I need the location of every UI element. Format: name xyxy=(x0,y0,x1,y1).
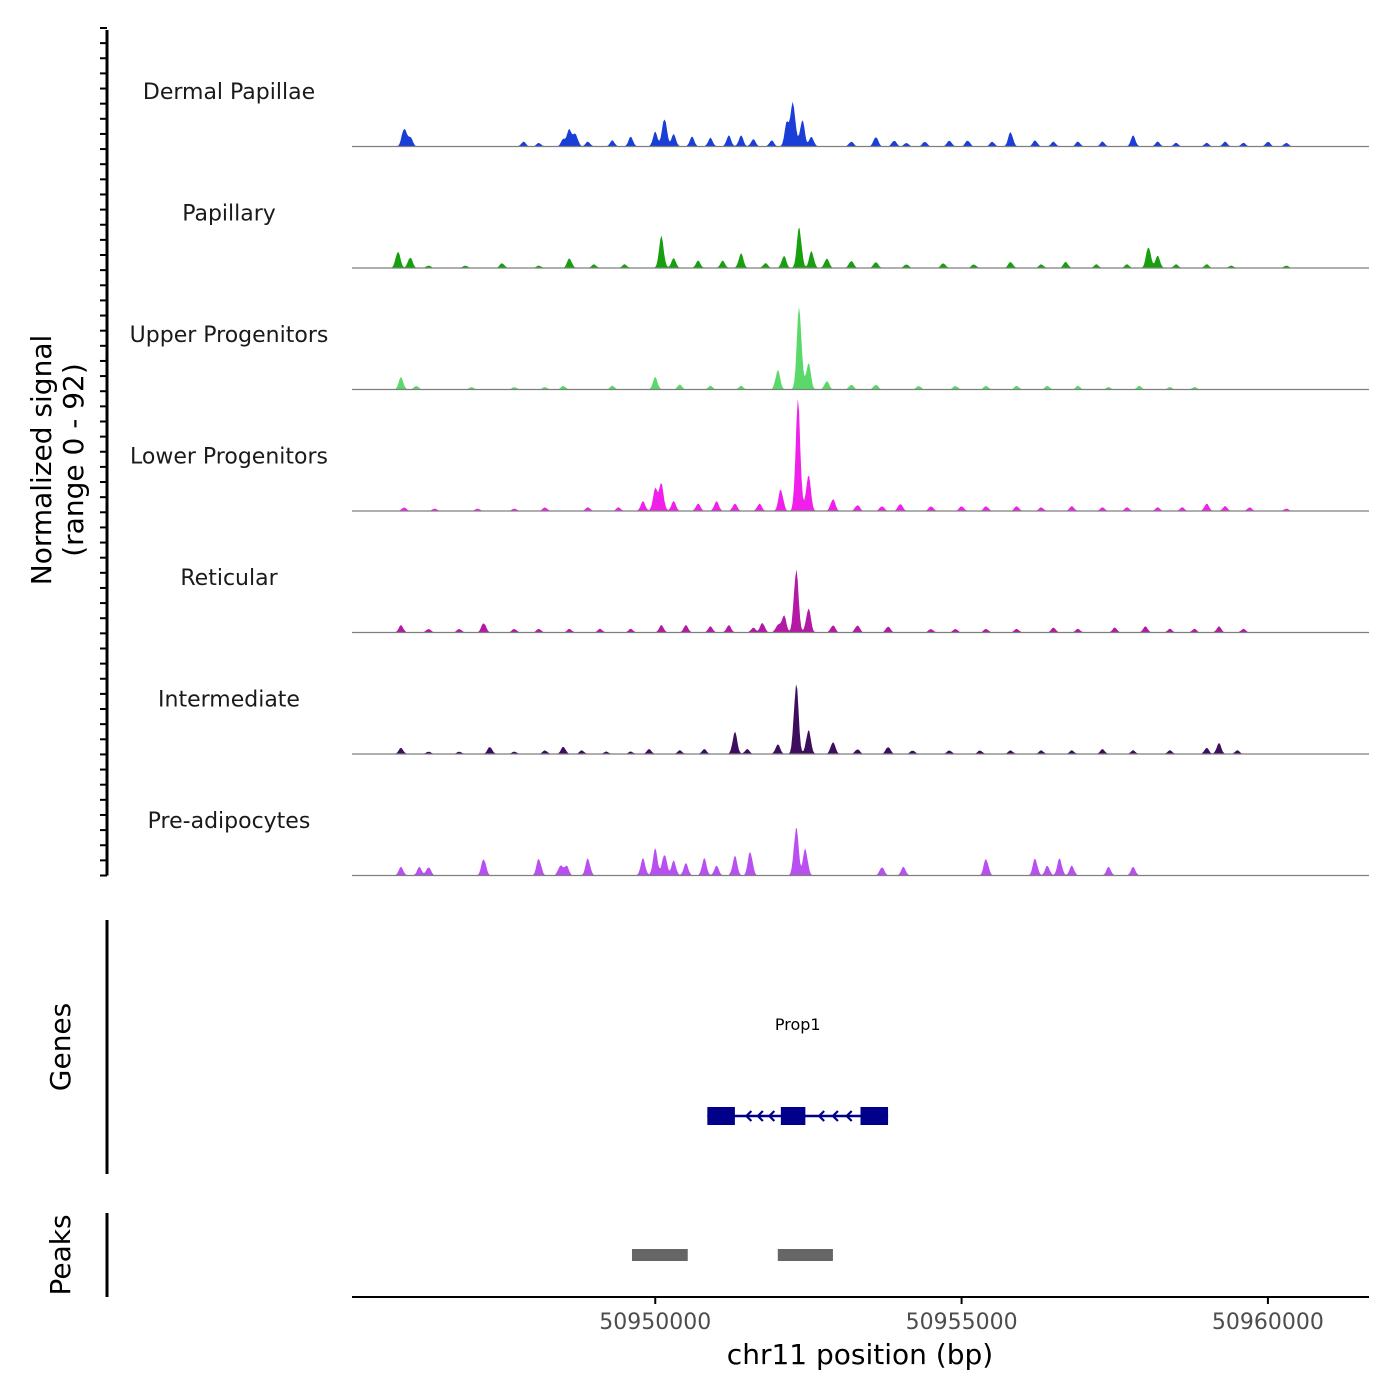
track-label: Dermal Papillae xyxy=(143,80,315,105)
gene-label: Prop1 xyxy=(775,1015,821,1034)
track-label: Upper Progenitors xyxy=(130,323,329,348)
coverage-tracks: Dermal Papillae Papillary Upper Progenitor… xyxy=(130,80,1369,877)
strand-arrow xyxy=(831,1110,839,1122)
track-lower-progenitors: Lower Progenitors xyxy=(130,398,1369,512)
strand-arrow xyxy=(744,1110,753,1122)
x-axis-title: chr11 position (bp) xyxy=(727,1338,993,1371)
coverage-y-axis xyxy=(100,27,109,877)
coverage-area xyxy=(396,398,1294,511)
coverage-area xyxy=(393,828,1141,876)
gene-exon xyxy=(860,1107,889,1125)
coverage-area xyxy=(393,569,1251,633)
strand-arrow xyxy=(767,1110,776,1122)
x-tick-label: 50950000 xyxy=(599,1310,711,1335)
genes-track-title: Genes xyxy=(44,1003,77,1091)
x-tick-label: 50960000 xyxy=(1212,1310,1324,1335)
track-intermediate: Intermediate xyxy=(158,684,1369,755)
coverage-area xyxy=(390,227,1294,268)
track-papillary: Papillary xyxy=(182,202,1369,269)
peak-region xyxy=(777,1249,833,1261)
strand-arrow xyxy=(845,1110,853,1122)
peak-track xyxy=(631,1249,833,1261)
coverage-area xyxy=(396,101,1294,147)
track-upper-progenitors: Upper Progenitors xyxy=(130,306,1369,391)
peaks-track-title: Peaks xyxy=(44,1214,77,1295)
gene-exon xyxy=(707,1107,735,1125)
y-axis-title-line2: (range 0 - 92) xyxy=(57,363,90,557)
gene-prop1: Prop1 xyxy=(707,1015,889,1125)
track-pre-adipocytes: Pre-adipocytes xyxy=(148,809,1369,877)
coverage-area xyxy=(393,684,1245,754)
track-label: Reticular xyxy=(180,566,278,591)
coverage-area xyxy=(393,306,1202,390)
gene-track: Prop1 xyxy=(707,1015,889,1125)
track-dermal-papillae: Dermal Papillae xyxy=(143,80,1369,148)
strand-arrow xyxy=(756,1110,764,1122)
track-label: Papillary xyxy=(182,202,276,227)
peak-region xyxy=(631,1249,688,1261)
track-label: Intermediate xyxy=(158,688,300,713)
track-label: Pre-adipocytes xyxy=(148,809,311,834)
gene-exon xyxy=(780,1107,806,1125)
x-axis-ticks: 50950000 50955000 50960000 xyxy=(599,1297,1324,1335)
y-axis-title-line1: Normalized signal xyxy=(25,335,58,586)
track-label: Lower Progenitors xyxy=(130,445,328,470)
track-reticular: Reticular xyxy=(180,566,1369,634)
x-tick-label: 50955000 xyxy=(906,1310,1018,1335)
strand-arrow xyxy=(817,1110,825,1122)
